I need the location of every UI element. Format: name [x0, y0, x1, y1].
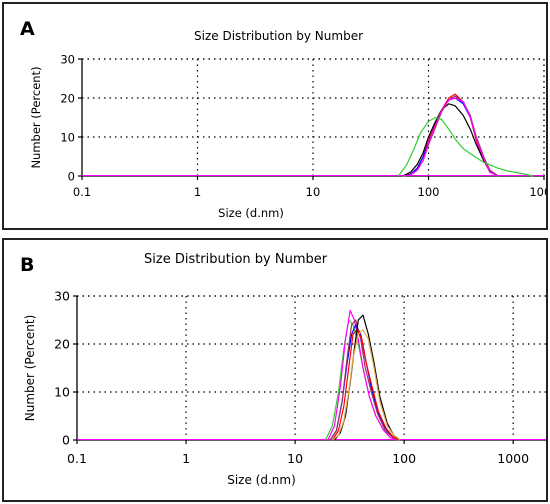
x-tick-label: 1000: [529, 185, 546, 199]
y-axis-label: Number (Percent): [23, 315, 37, 422]
y-tick-label: 10: [54, 385, 70, 400]
series-line-5: [331, 328, 400, 441]
series-line-6: [334, 314, 401, 441]
chart-title: Size Distribution by Number: [194, 29, 364, 43]
series-line-5: [402, 97, 499, 177]
chart-title: Size Distribution by Number: [144, 252, 328, 267]
series-line-3: [402, 103, 499, 177]
x-tick-label: 10: [287, 451, 303, 466]
x-axis-label: Size (d.nm): [227, 473, 296, 487]
x-tick-label: 0.1: [67, 451, 87, 466]
series-line-7: [332, 328, 401, 441]
x-tick-label: 1: [194, 185, 201, 199]
panel-label: A: [20, 18, 35, 40]
x-tick-label: 0.1: [73, 185, 91, 199]
size-distribution-chart-b: 0 10 20 30 0.1 1 10 100 1000 Size (d.nm) Number (P…: [23, 289, 546, 487]
x-axis-label: Size (d.nm): [218, 206, 284, 220]
x-tick-label: 10: [306, 185, 321, 199]
y-tick-label: 0: [68, 170, 75, 184]
y-tick-label: 20: [54, 337, 70, 352]
series-line-4: [329, 319, 399, 441]
panel-b: B Size Distribution by Number 0 10 20 30 0.1…: [2, 238, 548, 502]
panel-a: A Size Distribution by Number 0 10 20 30 0.1…: [2, 2, 548, 230]
y-tick-label: 20: [60, 92, 75, 106]
x-tick-label: 100: [392, 451, 416, 466]
size-distribution-chart-a: 0 10 20 30 0.1 1 10 100 1000 Size (d.nm) Number (P…: [29, 53, 546, 221]
y-tick-label: 0: [62, 433, 70, 448]
x-tick-label: 100: [418, 185, 440, 199]
x-tick-label: 1: [182, 451, 190, 466]
panel-label: B: [20, 254, 35, 276]
y-tick-label: 10: [60, 131, 75, 145]
y-tick-label: 30: [60, 53, 75, 67]
x-tick-label: 1000: [497, 451, 529, 466]
y-axis-label: Number (Percent): [29, 66, 43, 168]
y-tick-label: 30: [54, 289, 70, 304]
series-line-2: [327, 309, 397, 441]
series-line-6: [398, 116, 533, 177]
